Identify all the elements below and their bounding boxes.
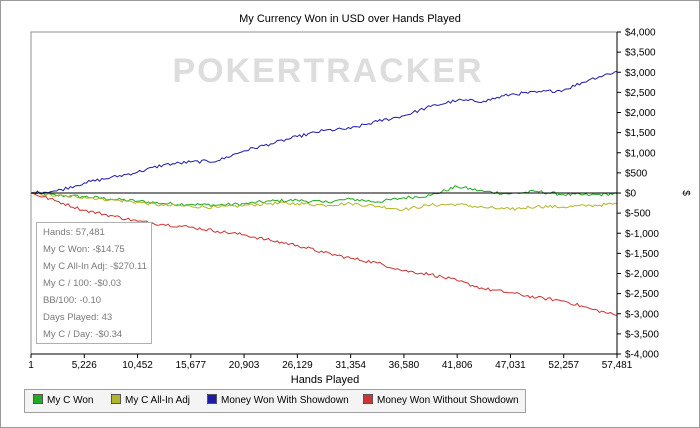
x-tick-label: 31,354 [335,360,366,371]
stat-all-in-adj: My C All-In Adj: -$270.11 [43,261,147,272]
y-tick-label: $4,000 [625,28,656,39]
y-tick-label: $-3,500 [625,329,659,340]
y-tick-label: $1,000 [625,148,656,159]
x-tick-label: 41,806 [442,360,473,371]
x-tick-label: 52,257 [548,360,579,371]
legend-item-with-showdown[interactable]: Money Won With Showdown [207,394,349,408]
series-line-2 [30,70,618,195]
stat-my-c-per-day: My C / Day: -$0.34 [43,329,123,340]
y-tick-label: $2,000 [625,108,656,119]
y-tick-label: $500 [625,168,648,179]
y-tick-label: $3,500 [625,48,656,59]
series-line-3 [30,192,618,316]
x-tick-label: 15,677 [176,360,207,371]
legend-label: My C All-In Adj [125,395,191,406]
x-tick-label: 5,226 [72,360,97,371]
y-tick-label: $-1,500 [625,249,659,260]
legend-item-without-showdown[interactable]: Money Won Without Showdown [363,394,519,408]
y-tick-label: $-2,000 [625,269,659,280]
x-tick-label: 26,129 [282,360,313,371]
stat-days-played: Days Played: 43 [43,312,113,323]
legend-item-my-c-won[interactable]: My C Won [33,394,94,408]
legend-label: My C Won [47,395,94,406]
x-tick-label: 47,031 [495,360,526,371]
legend-item-all-in-adj[interactable]: My C All-In Adj [111,394,190,408]
x-tick-label: 57,481 [602,360,633,371]
x-tick-label: 36,580 [389,360,420,371]
y-tick-label: $1,500 [625,128,656,139]
y-tick-label: $-2,500 [625,289,659,300]
stats-panel: Hands: 57,481 My C Won: -$14.75 My C All… [36,222,152,344]
chart-title: My Currency Won in USD over Hands Played [239,13,461,25]
stat-hands: Hands: 57,481 [43,227,105,238]
y-tick-label: $-4,000 [625,350,659,361]
y-tick-label: $0 [625,189,637,200]
watermark-logo: POKERTRACKER [172,52,483,90]
y-tick-label: $-500 [625,209,651,220]
y-tick-label: $-3,000 [625,309,659,320]
series-line-1 [30,191,618,212]
legend-swatch-blue [207,394,217,405]
legend-swatch-red [363,394,373,405]
legend-label: Money Won Without Showdown [377,395,519,406]
legend: My C Won My C All-In Adj Money Won With … [24,389,526,413]
legend-label: Money Won With Showdown [221,395,349,406]
stat-bb-per-100: BB/100: -0.10 [43,295,102,306]
legend-swatch-green [33,394,43,405]
stat-my-c-won: My C Won: -$14.75 [43,244,125,255]
y-tick-label: $3,000 [625,68,656,79]
y-axis-label: $ [680,190,691,196]
x-tick-label: 20,903 [229,360,260,371]
x-tick-label: 10,452 [122,360,153,371]
x-axis-label: Hands Played [291,374,360,386]
x-tick-label: 1 [28,360,34,371]
legend-swatch-olive [111,394,121,405]
series-line-0 [30,185,618,208]
axes-layer: $4,000 $3,500 $3,000 $2,500 $2,000 $1,500 $1,0… [28,28,659,372]
y-tick-label: $2,500 [625,88,656,99]
y-tick-label: $-1,000 [625,229,659,240]
stat-my-c-per-100: My C / 100: -$0.03 [43,278,122,289]
